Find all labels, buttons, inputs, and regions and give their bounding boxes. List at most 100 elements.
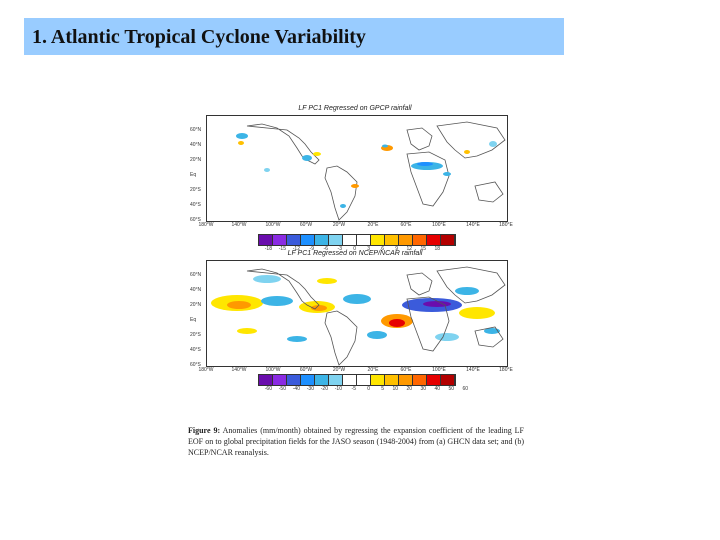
colorbar-swatch	[413, 235, 427, 245]
panel-a-lat-labels: 60°N 40°N 20°N Eq 20°S 40°S 60°S	[190, 115, 206, 223]
colorbar-swatch	[273, 375, 287, 385]
colorbar-swatch	[385, 235, 399, 245]
colorbar-tick-label: -10	[334, 386, 342, 392]
colorbar-swatch	[413, 375, 427, 385]
colorbar-a	[258, 234, 456, 246]
colorbar-tick-label: -50	[278, 386, 286, 392]
colorbar-swatch	[343, 375, 357, 385]
colorbar-tick-label: -6	[323, 246, 328, 252]
colorbar-tick-label: 6	[381, 246, 384, 252]
colorbar-swatch	[441, 375, 455, 385]
colorbar-swatch	[259, 375, 273, 385]
lat-label: 40°S	[190, 347, 201, 353]
colorbar-swatch	[371, 375, 385, 385]
colorbar-swatch	[399, 235, 413, 245]
colorbar-tick-label: -3	[337, 246, 342, 252]
colorbar-tick-label: 10	[392, 386, 398, 392]
lon-label: 60°W	[299, 367, 313, 373]
colorbar-swatch	[301, 235, 315, 245]
map-a-graphic	[236, 121, 506, 221]
lat-label: 60°N	[190, 272, 202, 278]
colorbar-swatch	[315, 235, 329, 245]
lon-label: 20°W	[332, 222, 346, 228]
lat-label: 20°N	[190, 157, 202, 163]
colorbar-swatch	[385, 375, 399, 385]
colorbar-tick-label: 0	[367, 386, 370, 392]
colorbar-swatch	[329, 375, 343, 385]
colorbar-tick-label: -5	[351, 386, 356, 392]
colorbar-b	[258, 374, 456, 386]
colorbar-tick-label: -15	[278, 246, 286, 252]
colorbar-swatch	[329, 235, 343, 245]
lat-label: Eq	[190, 317, 197, 323]
caption-text: Anomalies (mm/month) obtained by regress…	[188, 426, 524, 457]
colorbar-tick-label: 20	[406, 386, 412, 392]
colorbar-swatch	[301, 375, 315, 385]
colorbar-tick-label: 9	[395, 246, 398, 252]
lon-label: 180°E	[499, 222, 513, 228]
colorbar-tick-label: -40	[292, 386, 300, 392]
lat-label: 40°N	[190, 142, 202, 148]
lat-label: 60°N	[190, 127, 202, 133]
colorbar-tick-label: 0	[353, 246, 356, 252]
colorbar-swatch	[315, 375, 329, 385]
lat-label: 20°S	[190, 187, 201, 193]
slide-title: 1. Atlantic Tropical Cyclone Variability	[32, 26, 366, 48]
lon-label: 140°W	[231, 367, 247, 373]
lon-label: 20°E	[367, 222, 379, 228]
lat-label: 40°S	[190, 202, 201, 208]
map-b-graphic	[207, 266, 507, 366]
lon-label: 100°W	[265, 367, 281, 373]
lon-label: 140°E	[466, 222, 480, 228]
lat-label: 60°S	[190, 362, 201, 368]
panel-b-lat-labels: 60°N 40°N 20°N Eq 20°S 40°S 60°S	[190, 260, 206, 368]
slide-title-bar: 1. Atlantic Tropical Cyclone Variability	[24, 18, 564, 55]
colorbar-swatch	[357, 375, 371, 385]
colorbar-tick-label: 50	[448, 386, 454, 392]
colorbar-swatch	[427, 375, 441, 385]
panel-a-lon-labels: 180°W 140°W 100°W 60°W 20°W 20°E 60°E 10…	[198, 222, 512, 230]
lat-label: 40°N	[190, 287, 202, 293]
lat-label: 60°S	[190, 217, 201, 223]
panel-b-title: LF PC1 Regressed on NCEP/NCAR rainfall	[287, 250, 423, 257]
panel-a-title: LF PC1 Regressed on GPCP rainfall	[298, 105, 412, 112]
colorbar-swatch	[287, 235, 301, 245]
colorbar-swatch	[357, 235, 371, 245]
lon-label: 100°E	[432, 222, 446, 228]
lon-label: 140°W	[231, 222, 247, 228]
colorbar-tick-label: -9	[309, 246, 314, 252]
lon-label: 180°W	[198, 367, 214, 373]
colorbar-tick-label: -60	[264, 386, 272, 392]
colorbar-tick-label: 15	[420, 246, 426, 252]
map-panel-a: LF PC1 Regressed on GPCP rainfall 60°N 4…	[190, 105, 520, 230]
colorbar-tick-label: 12	[406, 246, 412, 252]
lon-label: 60°E	[400, 222, 412, 228]
lon-label: 140°E	[466, 367, 480, 373]
lon-label: 60°E	[400, 367, 412, 373]
colorbar-tick-label: 3	[367, 246, 370, 252]
colorbar-swatch	[427, 235, 441, 245]
lon-label: 180°E	[499, 367, 513, 373]
lat-label: Eq	[190, 172, 197, 178]
colorbar-tick-label: 30	[420, 386, 426, 392]
colorbar-tick-label: -18	[264, 246, 272, 252]
colorbar-b-labels: -60 -50 -40 -30 -20 -10 -5 0 5 10 20 30 40 50 60	[258, 386, 468, 392]
colorbar-swatch	[371, 235, 385, 245]
map-b	[206, 260, 508, 367]
colorbar-swatch	[287, 375, 301, 385]
colorbar-tick-label: 60	[462, 386, 468, 392]
colorbar-tick-label: 40	[434, 386, 440, 392]
colorbar-tick-label: 18	[434, 246, 440, 252]
lon-label: 100°W	[265, 222, 281, 228]
lon-label: 20°E	[367, 367, 379, 373]
figure-caption: Figure 9: Anomalies (mm/month) obtained …	[188, 425, 524, 458]
lon-label: 100°E	[432, 367, 446, 373]
lon-label: 20°W	[332, 367, 346, 373]
colorbar-tick-label: -30	[306, 386, 314, 392]
colorbar-swatch	[273, 235, 287, 245]
colorbar-swatch	[259, 235, 273, 245]
colorbar-swatch	[441, 235, 455, 245]
caption-label: Figure 9:	[188, 426, 221, 435]
lat-label: 20°S	[190, 332, 201, 338]
map-a	[206, 115, 508, 222]
